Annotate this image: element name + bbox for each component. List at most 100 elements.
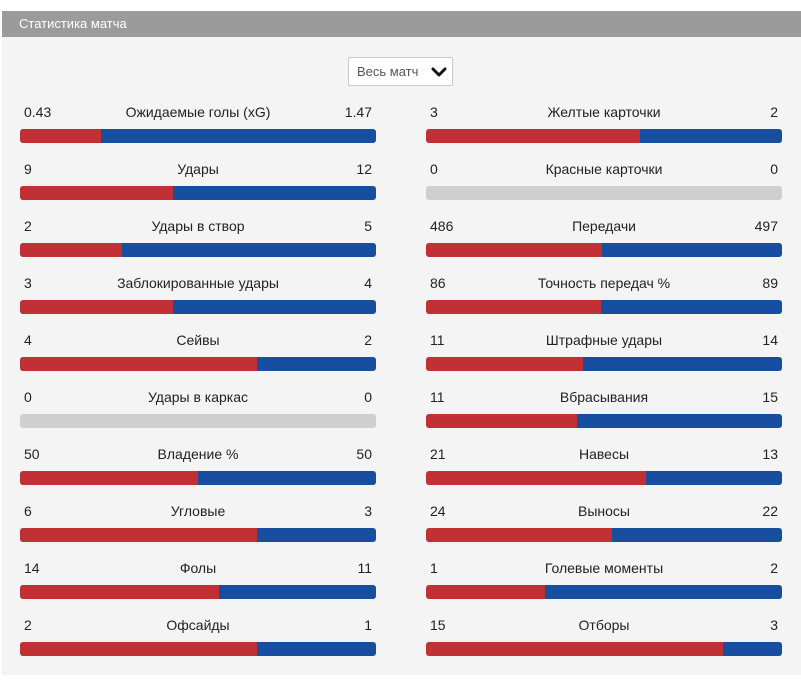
- stat-values: 86 Точность передач % 89: [426, 273, 782, 293]
- stat-away-value: 3: [770, 617, 778, 633]
- stat-row: 15 Отборы 3: [426, 613, 782, 670]
- stat-bar-home: [426, 243, 602, 257]
- stat-bar-away: [639, 129, 782, 143]
- stat-bar: [20, 471, 376, 485]
- stat-away-value: 50: [356, 446, 372, 462]
- stat-row: 6 Угловые 3: [20, 499, 376, 556]
- stat-away-value: 0: [770, 161, 778, 177]
- stat-home-value: 2: [24, 218, 32, 234]
- stat-home-value: 486: [430, 218, 454, 234]
- stat-home-value: 2: [24, 617, 32, 633]
- period-select[interactable]: Весь матч: [348, 57, 453, 86]
- stat-bar-away: [600, 300, 782, 314]
- stat-home-value: 24: [430, 503, 446, 519]
- stat-away-value: 15: [762, 389, 778, 405]
- stat-bar-away: [722, 642, 782, 656]
- stat-label: Удары в створ: [151, 218, 245, 234]
- stat-home-value: 3: [24, 275, 32, 291]
- stat-away-value: 11: [357, 560, 372, 576]
- stat-values: 11 Штрафные удары 14: [426, 330, 782, 350]
- stat-bar-home: [426, 300, 601, 314]
- stat-label: Выносы: [578, 503, 630, 519]
- stat-label: Точность передач %: [537, 275, 671, 291]
- stat-bar-away: [172, 186, 376, 200]
- stat-bar: [20, 129, 376, 143]
- stat-bar-home: [20, 642, 258, 656]
- match-stats-header: Статистика матча: [2, 11, 801, 37]
- stat-bar: [20, 528, 376, 542]
- stat-away-value: 0: [364, 389, 372, 405]
- stat-bar-away: [198, 471, 376, 485]
- stat-away-value: 89: [762, 275, 778, 291]
- stat-label: Красные карточки: [545, 161, 663, 177]
- stat-away-value: 2: [770, 104, 778, 120]
- stat-row: 21 Навесы 13: [426, 442, 782, 499]
- stat-row: 9 Удары 12: [20, 157, 376, 214]
- stat-label: Удары в каркас: [147, 389, 249, 405]
- stat-row: 0 Удары в каркас 0: [20, 385, 376, 442]
- stat-bar: [20, 243, 376, 257]
- stat-label: Отборы: [578, 617, 630, 633]
- stat-home-value: 86: [430, 275, 446, 291]
- stat-away-value: 3: [364, 503, 372, 519]
- stat-home-value: 3: [430, 104, 438, 120]
- stat-label: Заблокированные удары: [117, 275, 279, 291]
- stat-bar: [426, 243, 782, 257]
- stat-home-value: 50: [24, 446, 40, 462]
- stat-away-value: 497: [754, 218, 778, 234]
- stat-bar-home: [426, 528, 612, 542]
- stat-home-value: 1: [430, 560, 438, 576]
- stat-values: 21 Навесы 13: [426, 444, 782, 464]
- stat-values: 2 Офсайды 1: [20, 615, 376, 635]
- stat-bar: [426, 414, 782, 428]
- stat-bar-away: [602, 243, 782, 257]
- header-title: Статистика матча: [19, 16, 127, 31]
- stat-bar-away: [257, 357, 376, 371]
- stat-bar-home: [426, 414, 577, 428]
- stat-label: Фолы: [179, 560, 217, 576]
- stat-row: 24 Выносы 22: [426, 499, 782, 556]
- stat-bar: [426, 585, 782, 599]
- stat-label: Владение %: [157, 446, 239, 462]
- stat-values: 11 Вбрасывания 15: [426, 387, 782, 407]
- stat-bar-away: [582, 357, 782, 371]
- stats-column-right: 3 Желтые карточки 2 0 Красные карточки 0 486 Пе…: [426, 100, 782, 670]
- stat-label: Голевые моменты: [544, 560, 664, 576]
- stat-bar-away: [172, 300, 376, 314]
- stat-bar-home: [20, 243, 122, 257]
- stat-home-value: 21: [430, 446, 446, 462]
- stat-bar-home: [20, 186, 173, 200]
- stat-away-value: 14: [762, 332, 778, 348]
- stat-row: 11 Штрафные удары 14: [426, 328, 782, 385]
- stat-label: Навесы: [578, 446, 630, 462]
- stat-bar-away: [576, 414, 782, 428]
- stat-row: 14 Фолы 11: [20, 556, 376, 613]
- stat-row: 86 Точность передач % 89: [426, 271, 782, 328]
- stat-row: 0.43 Ожидаемые голы (xG) 1.47: [20, 100, 376, 157]
- stat-home-value: 15: [430, 617, 446, 633]
- stat-row: 50 Владение % 50: [20, 442, 376, 499]
- stat-bar-home: [426, 642, 723, 656]
- stat-home-value: 9: [24, 161, 32, 177]
- stat-label: Желтые карточки: [547, 104, 661, 120]
- stat-label: Вбрасывания: [559, 389, 649, 405]
- stat-label: Штрафные удары: [545, 332, 663, 348]
- stat-row: 2 Удары в створ 5: [20, 214, 376, 271]
- stat-bar-home: [20, 357, 258, 371]
- stat-home-value: 11: [430, 332, 445, 348]
- stat-home-value: 11: [430, 389, 445, 405]
- stat-row: 4 Сейвы 2: [20, 328, 376, 385]
- stat-bar: [426, 642, 782, 656]
- stat-bar-home: [426, 585, 545, 599]
- stat-bar-away: [611, 528, 782, 542]
- stat-bar: [426, 186, 782, 200]
- stat-row: 2 Офсайды 1: [20, 613, 376, 670]
- stat-values: 486 Передачи 497: [426, 216, 782, 236]
- stat-bar: [426, 129, 782, 143]
- stat-bar: [426, 471, 782, 485]
- stat-away-value: 2: [364, 332, 372, 348]
- stat-values: 4 Сейвы 2: [20, 330, 376, 350]
- stat-away-value: 13: [762, 446, 778, 462]
- stat-values: 0.43 Ожидаемые голы (xG) 1.47: [20, 102, 376, 122]
- stat-home-value: 0.43: [24, 104, 52, 120]
